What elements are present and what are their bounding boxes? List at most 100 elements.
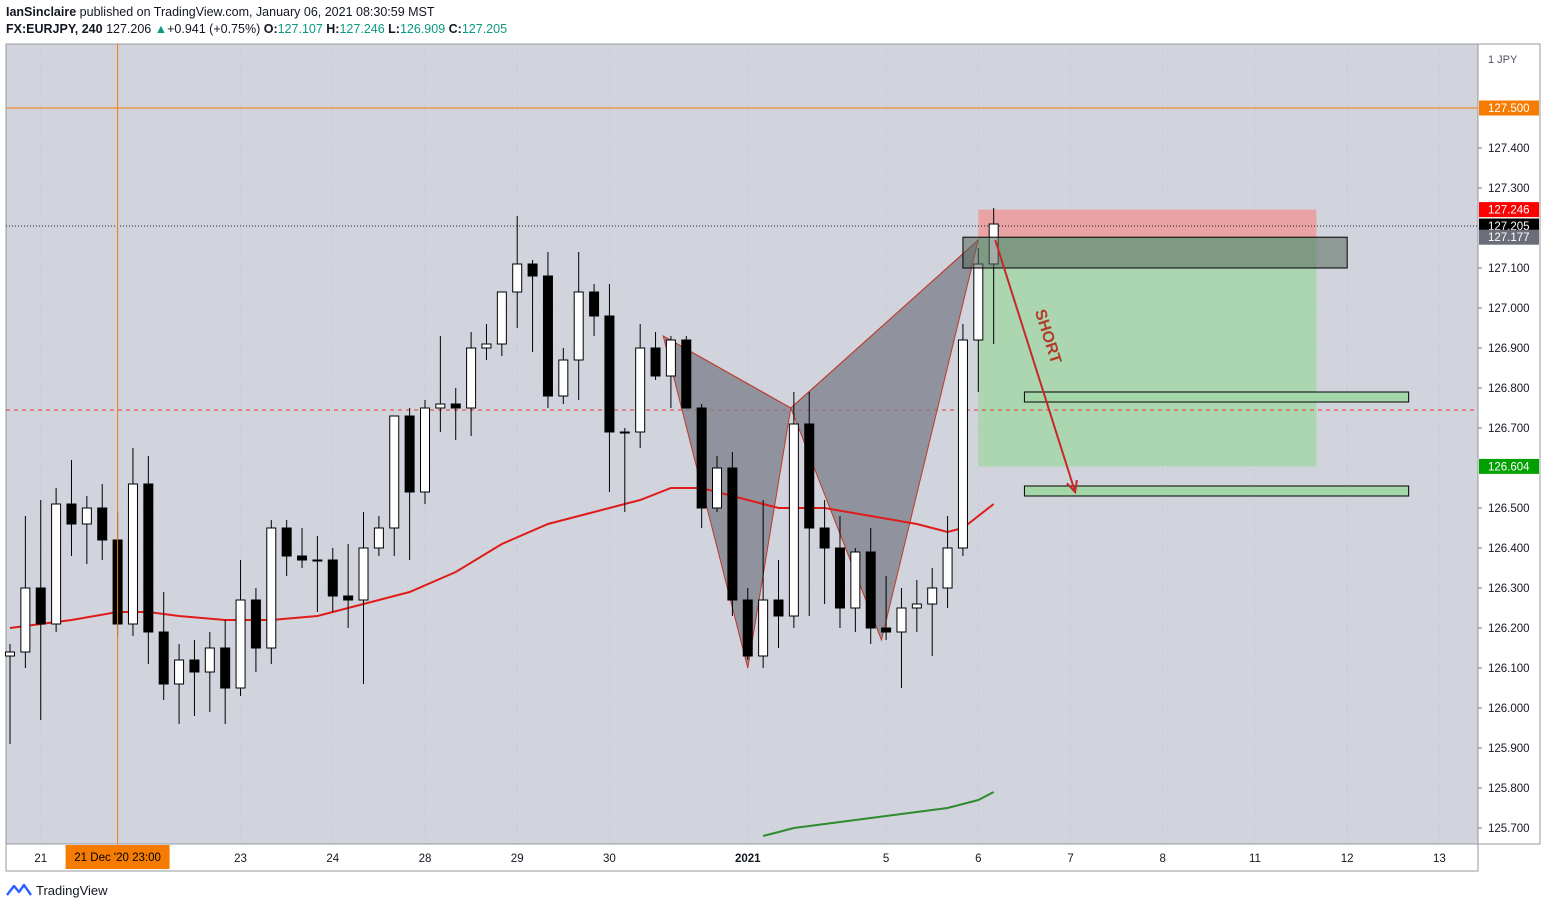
- price-tick-label: 125.800: [1488, 783, 1530, 795]
- candle-up: [850, 551, 861, 609]
- candle-down: [696, 407, 707, 509]
- price-badge-label: 127.246: [1488, 205, 1530, 217]
- candle-down: [97, 507, 108, 541]
- candle-up: [373, 527, 384, 549]
- time-tick-label: 8: [1160, 853, 1166, 865]
- candle-up: [911, 603, 922, 609]
- candle-up: [51, 503, 62, 625]
- candle-down: [604, 315, 615, 433]
- candle-up: [235, 599, 246, 689]
- candle-up: [712, 467, 723, 509]
- candle-down: [158, 631, 169, 685]
- price-badge: [1479, 458, 1539, 474]
- candle-down: [727, 467, 738, 601]
- ema-green-line: [762, 791, 995, 837]
- change-arrow-icon: ▲: [154, 22, 168, 36]
- candle-up: [957, 339, 968, 549]
- harmonic-pattern: [662, 238, 980, 669]
- candle-down: [189, 659, 200, 673]
- time-tick-label: 12: [1341, 853, 1354, 865]
- price-tick-label: 126.700: [1488, 423, 1530, 435]
- candle-up: [927, 587, 938, 605]
- open-value: 127.107: [277, 22, 323, 36]
- candle-down: [881, 627, 892, 633]
- moving-averages: [9, 487, 995, 837]
- time-tick-label: 21: [34, 853, 47, 865]
- take-profit-zone: [978, 237, 1317, 467]
- pattern-leg-bd: [790, 239, 979, 409]
- price-tick-label: 127.300: [1488, 183, 1530, 195]
- candle-up: [665, 339, 676, 377]
- price-tick-label: 126.300: [1488, 583, 1530, 595]
- candle-up: [558, 359, 569, 397]
- price-tick-labels: 127.400 127.300 127.100 127.000 126.900 126.8…: [1478, 143, 1530, 835]
- target-box-2: [1023, 485, 1410, 497]
- author-name[interactable]: IanSinclaire: [6, 5, 77, 19]
- candle-down: [742, 599, 753, 657]
- candle-up: [481, 343, 492, 349]
- candle-down: [35, 587, 46, 625]
- candle-up: [973, 263, 984, 341]
- time-tick-label: 6: [975, 853, 981, 865]
- price-axis[interactable]: [1477, 43, 1541, 845]
- crosshair-date-badge: [65, 845, 170, 869]
- price-tick-label: 126.500: [1488, 503, 1530, 515]
- candle-down: [819, 527, 830, 549]
- price-badge-label: 127.177: [1488, 232, 1530, 244]
- target-boxes: [962, 236, 1410, 497]
- stop-loss-zone: [978, 209, 1317, 238]
- publish-info: IanSinclaire published on TradingView.co…: [6, 5, 435, 19]
- tradingview-logo[interactable]: TradingView: [6, 879, 108, 901]
- candle-down: [773, 599, 784, 617]
- candle-down: [650, 347, 661, 377]
- time-tick-label: 29: [511, 853, 524, 865]
- candle-down: [220, 647, 231, 689]
- candle-up: [20, 587, 31, 653]
- candle-up: [358, 547, 369, 601]
- candle-down: [66, 503, 77, 525]
- candle-down: [450, 403, 461, 409]
- short-arrow-shaft: [994, 239, 1077, 493]
- candle-down: [865, 551, 876, 629]
- candle-down: [527, 263, 538, 277]
- candle-down: [589, 291, 600, 317]
- time-tick-label: 23: [234, 853, 247, 865]
- candle-up: [466, 347, 477, 409]
- crosshair: 21 Dec '20 23:00: [65, 44, 170, 869]
- tradingview-logo-text: TradingView: [36, 882, 108, 898]
- candle-up: [81, 507, 92, 525]
- target-box-1: [1023, 391, 1410, 403]
- time-axis[interactable]: [5, 843, 1479, 872]
- candle-down: [404, 415, 415, 493]
- time-tick-label: 2021: [735, 853, 761, 865]
- price-tick-label: 127.100: [1488, 263, 1530, 275]
- candle-down: [143, 483, 154, 633]
- candle-up: [204, 647, 215, 673]
- time-tick-label: 5: [883, 853, 889, 865]
- time-tick-label: 24: [326, 853, 339, 865]
- price-tick-label: 127.000: [1488, 303, 1530, 315]
- candle-down: [542, 275, 553, 397]
- close-label: C:: [448, 22, 462, 36]
- currency-label: 1 JPY: [1488, 54, 1518, 66]
- time-tick-label: 7: [1067, 853, 1073, 865]
- candle-down: [327, 559, 338, 597]
- time-tick-label: 13: [1433, 853, 1446, 865]
- price-tick-label: 126.800: [1488, 383, 1530, 395]
- time-tick-labels: 21 23 24 28 29 30 2021 5 6 7 8 11 12 13: [34, 853, 1445, 865]
- candle-down: [281, 527, 292, 557]
- symbol-timeframe[interactable]: FX:EURJPY, 240: [6, 22, 103, 36]
- candle-up: [496, 291, 507, 345]
- candle-up: [896, 607, 907, 633]
- low-label: L:: [388, 22, 400, 36]
- crosshair-date-label: 21 Dec '20 23:00: [74, 852, 161, 864]
- candle-up: [389, 415, 400, 529]
- candle-up: [5, 651, 15, 657]
- entry-zone-box: [962, 236, 1348, 269]
- price-tick-label: 125.900: [1488, 743, 1530, 755]
- candle-up: [635, 347, 646, 433]
- price-tick-label: 126.900: [1488, 343, 1530, 355]
- candle-up: [419, 407, 430, 493]
